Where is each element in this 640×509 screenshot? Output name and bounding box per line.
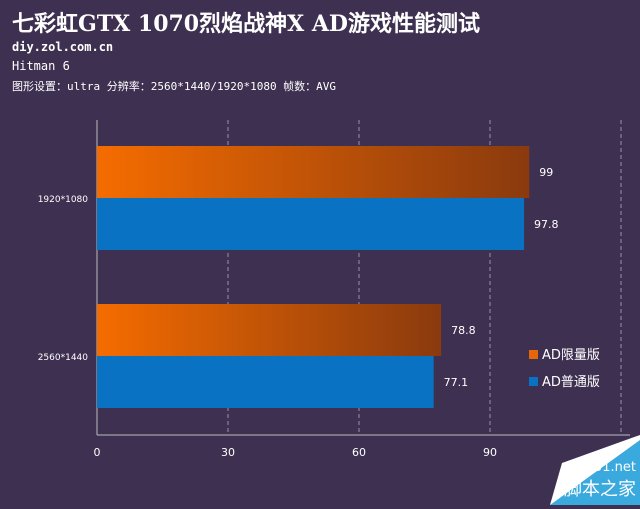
bar-standard-1: [97, 356, 434, 408]
y-tick-label: 2560*1440: [38, 353, 89, 363]
x-tick-label: 90: [483, 446, 497, 459]
legend-label: AD普通版: [542, 375, 600, 390]
bar-limited-0: [97, 146, 530, 198]
watermark-line2: 脚本之家: [564, 479, 636, 500]
bar-limited-1: [97, 304, 442, 356]
watermark: jb51.net 脚本之家: [540, 435, 640, 505]
data-label: 77.1: [444, 376, 469, 389]
x-tick-label: 60: [352, 446, 366, 459]
game-name: Hitman 6: [12, 59, 70, 73]
data-label: 97.8: [534, 218, 559, 231]
watermark-line1: jb51.net: [581, 460, 636, 475]
site-url: diy.zol.com.cn: [12, 40, 114, 54]
chart-title: 七彩虹GTX 1070烈焰战神X AD游戏性能测试: [12, 11, 480, 37]
legend-label: AD限量版: [542, 348, 600, 363]
bar-standard-0: [97, 198, 525, 250]
legend-swatch: [529, 377, 538, 386]
data-label: 78.8: [451, 324, 476, 337]
y-tick-label: 1920*1080: [38, 195, 89, 205]
legend-swatch: [529, 350, 538, 359]
x-tick-label: 30: [221, 446, 235, 459]
data-label: 99: [539, 166, 553, 179]
settings-text: 图形设置：ultra 分辨率：2560*1440/1920*1080 帧数：AV…: [12, 80, 337, 93]
x-tick-label: 0: [94, 446, 101, 459]
